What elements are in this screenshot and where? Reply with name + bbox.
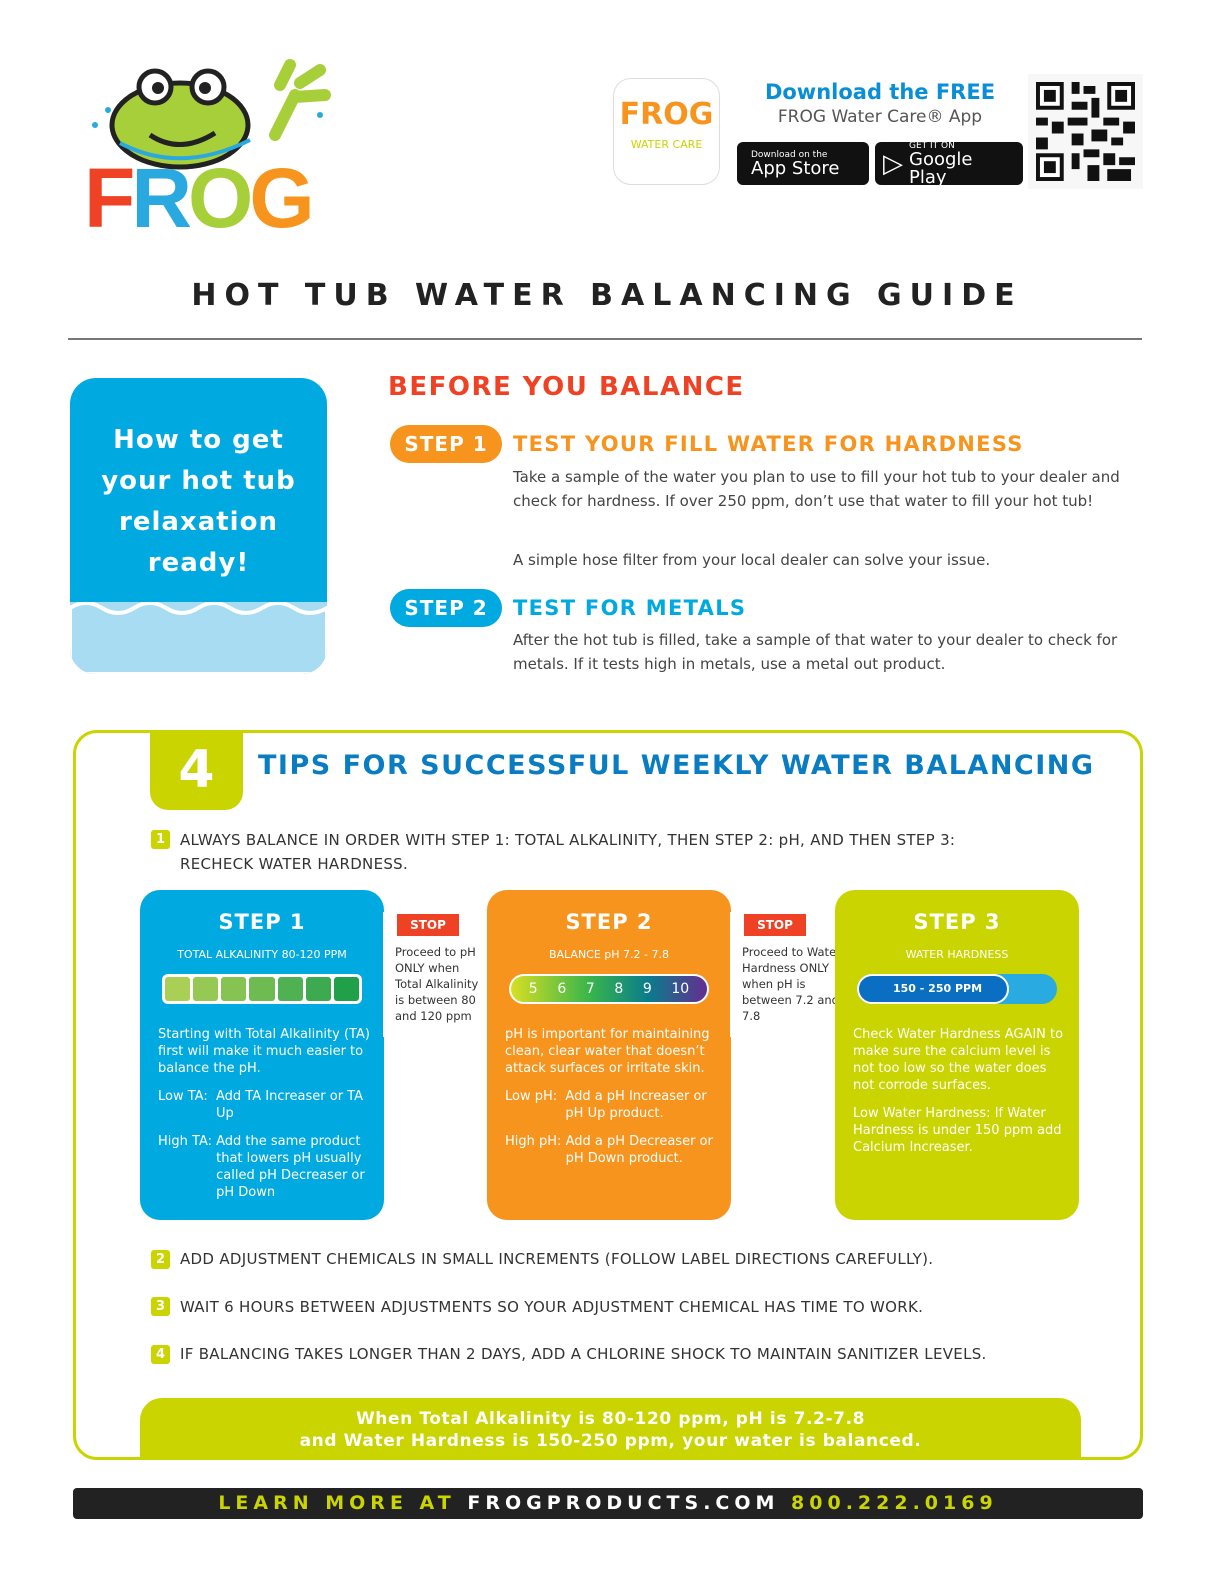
- tip-number: 3: [151, 1297, 170, 1316]
- card-title: STEP 3: [913, 910, 1001, 934]
- qr-code[interactable]: [1028, 74, 1143, 189]
- card-intro: Check Water Hardness AGAIN to make sure …: [853, 1027, 1064, 1093]
- balanced-banner: When Total Alkalinity is 80-120 ppm, pH …: [140, 1398, 1081, 1460]
- step1-text: Take a sample of the water you plan to u…: [513, 468, 1120, 510]
- frog-logo: FROG: [84, 151, 315, 245]
- card-extra: Low Water Hardness: If Water Hardness is…: [853, 1106, 1062, 1155]
- card-row: High TA: Add the same product that lower…: [158, 1134, 365, 1200]
- tips-heading: TIPS FOR SUCCESSFUL WEEKLY WATER BALANCI…: [258, 750, 1095, 781]
- download-subheading: FROG Water Care® App: [777, 107, 983, 127]
- card-intro: pH is important for maintaining clean, c…: [505, 1027, 710, 1076]
- balanced-line: When Total Alkalinity is 80-120 ppm, pH …: [355, 1409, 866, 1429]
- tip-item: WAIT 6 HOURS BETWEEN ADJUSTMENTS SO YOUR…: [180, 1298, 924, 1316]
- footer-learn: LEARN MORE AT: [218, 1492, 468, 1514]
- howto-text: How to get your hot tub relaxation ready…: [101, 425, 296, 578]
- download-heading: Download the FREE: [764, 80, 996, 104]
- ph-tick: 10: [671, 981, 690, 997]
- card-subtitle: BALANCE pH 7.2 - 7.8: [548, 948, 670, 961]
- app-store-button[interactable]: Download on the App Store: [737, 142, 869, 185]
- tip-number: 1: [151, 830, 170, 849]
- app-icon-frog: FROG: [619, 97, 714, 132]
- ph-tick: 9: [642, 981, 652, 997]
- footer-phone[interactable]: 800.222.0169: [791, 1492, 998, 1514]
- google-play-label: GET IT ON Google Play: [909, 140, 973, 188]
- tip-number: 2: [151, 1250, 170, 1269]
- step2-pill: STEP 2: [390, 589, 502, 627]
- app-icon-sub: WATER CARE: [630, 138, 703, 151]
- app-store-label: Download on the App Store: [751, 149, 840, 179]
- balanced-line: and Water Hardness is 150-250 ppm, your …: [299, 1431, 922, 1451]
- hardness-scale: 150 - 250 PPM: [857, 974, 1057, 1004]
- step2-card: STEP 2 BALANCE pH 7.2 - 7.8 5 6 7 8 9 10 pH i…: [487, 890, 731, 1220]
- card-text: Check Water Hardness AGAIN to make sure …: [835, 1026, 1079, 1167]
- ph-tick: 8: [614, 981, 624, 997]
- tip-item: IF BALANCING TAKES LONGER THAN 2 DAYS, A…: [180, 1345, 987, 1363]
- card-title: STEP 1: [218, 910, 306, 934]
- footer-website-link[interactable]: FROGPRODUCTS.COM: [467, 1492, 792, 1514]
- page-title: HOT TUB WATER BALANCING GUIDE: [191, 278, 1023, 313]
- card-subtitle: WATER HARDNESS: [905, 948, 1009, 961]
- card-text: Starting with Total Alkalinity (TA) firs…: [140, 1026, 384, 1212]
- app-icon[interactable]: FROG WATER CARE: [613, 78, 720, 185]
- card-intro: Starting with Total Alkalinity (TA) firs…: [158, 1027, 370, 1076]
- before-heading: BEFORE YOU BALANCE: [388, 372, 745, 402]
- tips-number: 4: [150, 730, 243, 810]
- stop-text: Proceed to pH ONLY when Total Alkalinity…: [395, 945, 479, 1023]
- frog-mascot-icon: [92, 59, 331, 170]
- alkalinity-scale: [162, 974, 362, 1004]
- step2-heading: TEST FOR METALS: [513, 596, 747, 620]
- hardness-range: 150 - 250 PPM: [857, 974, 1009, 1004]
- step1-card: STEP 1 TOTAL ALKALINITY 80-120 PPM Start…: [140, 890, 384, 1220]
- stop-text: Proceed to Water Hardness ONLY when pH i…: [742, 945, 841, 1023]
- stop-label: STOP: [397, 914, 459, 936]
- stop-label: STOP: [744, 914, 806, 936]
- step1-pill: STEP 1: [390, 425, 502, 463]
- card-row: High pH: Add a pH Decreaser or pH Down p…: [505, 1134, 713, 1166]
- tip-item: ALWAYS BALANCE IN ORDER WITH STEP 1: TOT…: [180, 831, 956, 873]
- tip-item: ADD ADJUSTMENT CHEMICALS IN SMALL INCREM…: [180, 1250, 934, 1268]
- tip-number: 4: [151, 1345, 170, 1364]
- ph-tick: 7: [585, 981, 595, 997]
- wave-graphic: [70, 602, 327, 674]
- card-title: STEP 2: [565, 910, 653, 934]
- ph-tick: 6: [557, 981, 567, 997]
- divider: [68, 338, 1142, 340]
- step3-card: STEP 3 WATER HARDNESS 150 - 250 PPM Chec…: [835, 890, 1079, 1220]
- card-row: Low TA: Add TA Increaser or TA Up: [158, 1089, 363, 1121]
- step1-note: A simple hose filter from your local dea…: [513, 551, 991, 569]
- step1-heading: TEST YOUR FILL WATER FOR HARDNESS: [513, 432, 1024, 456]
- howto-card: How to get your hot tub relaxation ready…: [70, 378, 327, 674]
- step2-text: After the hot tub is filled, take a samp…: [513, 631, 1118, 673]
- ph-tick: 5: [528, 981, 538, 997]
- card-text: pH is important for maintaining clean, c…: [487, 1026, 731, 1178]
- footer-bar: LEARN MORE AT FROGPRODUCTS.COM 800.222.0…: [73, 1488, 1143, 1519]
- google-play-button[interactable]: ▷ GET IT ON Google Play: [875, 140, 1023, 188]
- play-icon: ▷: [883, 148, 903, 179]
- ph-scale: 5 6 7 8 9 10: [509, 974, 709, 1004]
- card-row: Low pH: Add a pH Increaser or pH Up prod…: [505, 1089, 707, 1121]
- card-subtitle: TOTAL ALKALINITY 80-120 PPM: [177, 948, 347, 961]
